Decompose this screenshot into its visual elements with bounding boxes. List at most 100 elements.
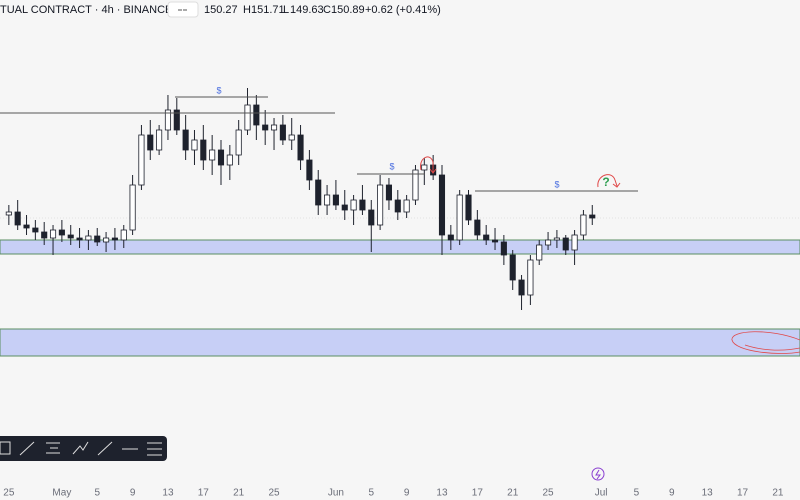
close-label: C	[323, 4, 331, 16]
x-tick-label: 9	[404, 488, 410, 499]
tool-icon[interactable]	[72, 441, 89, 455]
candle-body	[359, 199, 366, 211]
candle-body	[421, 164, 428, 171]
candle-body	[332, 194, 339, 206]
candle-body	[129, 184, 136, 231]
x-tick-label: 5	[634, 488, 640, 499]
x-tick-label: 13	[702, 488, 714, 499]
candle-body	[438, 174, 446, 236]
drawing-toolbar	[0, 436, 167, 461]
candle-body	[341, 204, 348, 211]
arrow-curl	[420, 156, 437, 174]
liquidity-label: $	[554, 179, 559, 189]
candle-body	[509, 254, 516, 281]
candle-body	[500, 241, 507, 256]
candle-body	[182, 129, 189, 151]
candle-body	[580, 214, 587, 236]
arrow-curl	[597, 174, 621, 188]
candle-body	[120, 229, 127, 241]
candle-body	[253, 104, 260, 126]
zones	[0, 217, 800, 357]
candle-body	[156, 129, 163, 151]
candle-body	[536, 244, 543, 261]
x-tick-label: Jun	[328, 488, 344, 499]
candle-body	[209, 149, 216, 161]
x-tick-label: Jul	[595, 488, 608, 499]
x-tick-label: 21	[772, 488, 784, 499]
candle-body	[518, 279, 525, 296]
candle-body	[562, 237, 569, 251]
tool-icon[interactable]	[0, 441, 11, 455]
candle-body	[474, 219, 481, 236]
candle-body	[217, 149, 225, 166]
candle-body	[324, 194, 331, 206]
x-tick-label: 5	[94, 488, 100, 499]
lightning-icon	[595, 469, 601, 480]
demand-zone	[0, 239, 800, 255]
candle-body	[456, 194, 463, 241]
x-tick-label: 17	[198, 488, 210, 499]
x-tick-label: 5	[368, 488, 374, 499]
candle-body	[147, 134, 154, 151]
candle-body	[76, 237, 83, 241]
candle-body	[173, 109, 180, 131]
candle-body	[377, 184, 384, 226]
candle-body	[49, 229, 57, 239]
candle-body	[270, 124, 278, 131]
change: +0.62 (+0.41%)	[365, 4, 441, 16]
x-tick-label: 13	[162, 488, 174, 499]
high-value: 151.71	[251, 4, 285, 16]
candle-body	[200, 139, 207, 161]
candle-body	[545, 239, 552, 246]
x-tick-label: 13	[436, 488, 448, 499]
x-tick-label: May	[52, 488, 71, 499]
candle-body	[571, 234, 578, 251]
candle-body	[164, 109, 172, 131]
question-mark: ?	[602, 175, 609, 189]
candle-body	[465, 194, 472, 221]
x-tick-label: 17	[472, 488, 484, 499]
tool-icon[interactable]	[147, 442, 162, 456]
candle-body	[315, 179, 322, 206]
tool-icon[interactable]	[46, 442, 60, 454]
candle-body	[235, 129, 242, 156]
candle-body	[103, 237, 110, 243]
candle-body	[67, 234, 74, 239]
candle-body	[412, 169, 419, 201]
candle-body	[191, 139, 198, 151]
candle-body	[447, 234, 454, 241]
candle-body	[244, 104, 251, 131]
candle-body	[553, 237, 560, 241]
candle-body	[483, 234, 490, 241]
close-value: 150.89	[331, 4, 365, 16]
tool-icon[interactable]	[19, 441, 35, 456]
candle-body	[491, 239, 499, 243]
tool-icon[interactable]	[97, 441, 113, 456]
demand-zone	[0, 328, 800, 357]
lightning-button[interactable]	[591, 467, 605, 481]
candle-body	[32, 227, 39, 233]
candle-body	[94, 235, 101, 243]
x-tick-label: 9	[130, 488, 136, 499]
candle-body	[111, 237, 118, 241]
candle-body	[350, 199, 357, 211]
candle-body	[138, 134, 145, 186]
candle-body	[41, 231, 48, 239]
candle-body	[226, 154, 233, 166]
x-axis: 25 May 5 9 13 17 21 25 Jun 5 9 13 17 21 25 Jul 5 9 13 17 21	[3, 488, 784, 499]
x-tick-label: 17	[737, 488, 749, 499]
scribble	[731, 331, 800, 354]
candle-body	[403, 199, 410, 213]
candles	[5, 88, 596, 310]
header: TUAL CONTRACT · 4h · BINANCE 150.27 H 15…	[0, 0, 441, 19]
candle-body	[306, 159, 313, 181]
x-tick-label: 25	[3, 488, 15, 499]
candle-body	[279, 124, 286, 141]
open-value: 150.27	[204, 4, 238, 16]
high-label: H	[243, 4, 251, 16]
liquidity-label: $	[216, 85, 221, 95]
x-tick-label: 25	[268, 488, 280, 499]
symbol: TUAL CONTRACT · 4h · BINANCE	[0, 4, 172, 16]
x-tick-label: 21	[233, 488, 245, 499]
